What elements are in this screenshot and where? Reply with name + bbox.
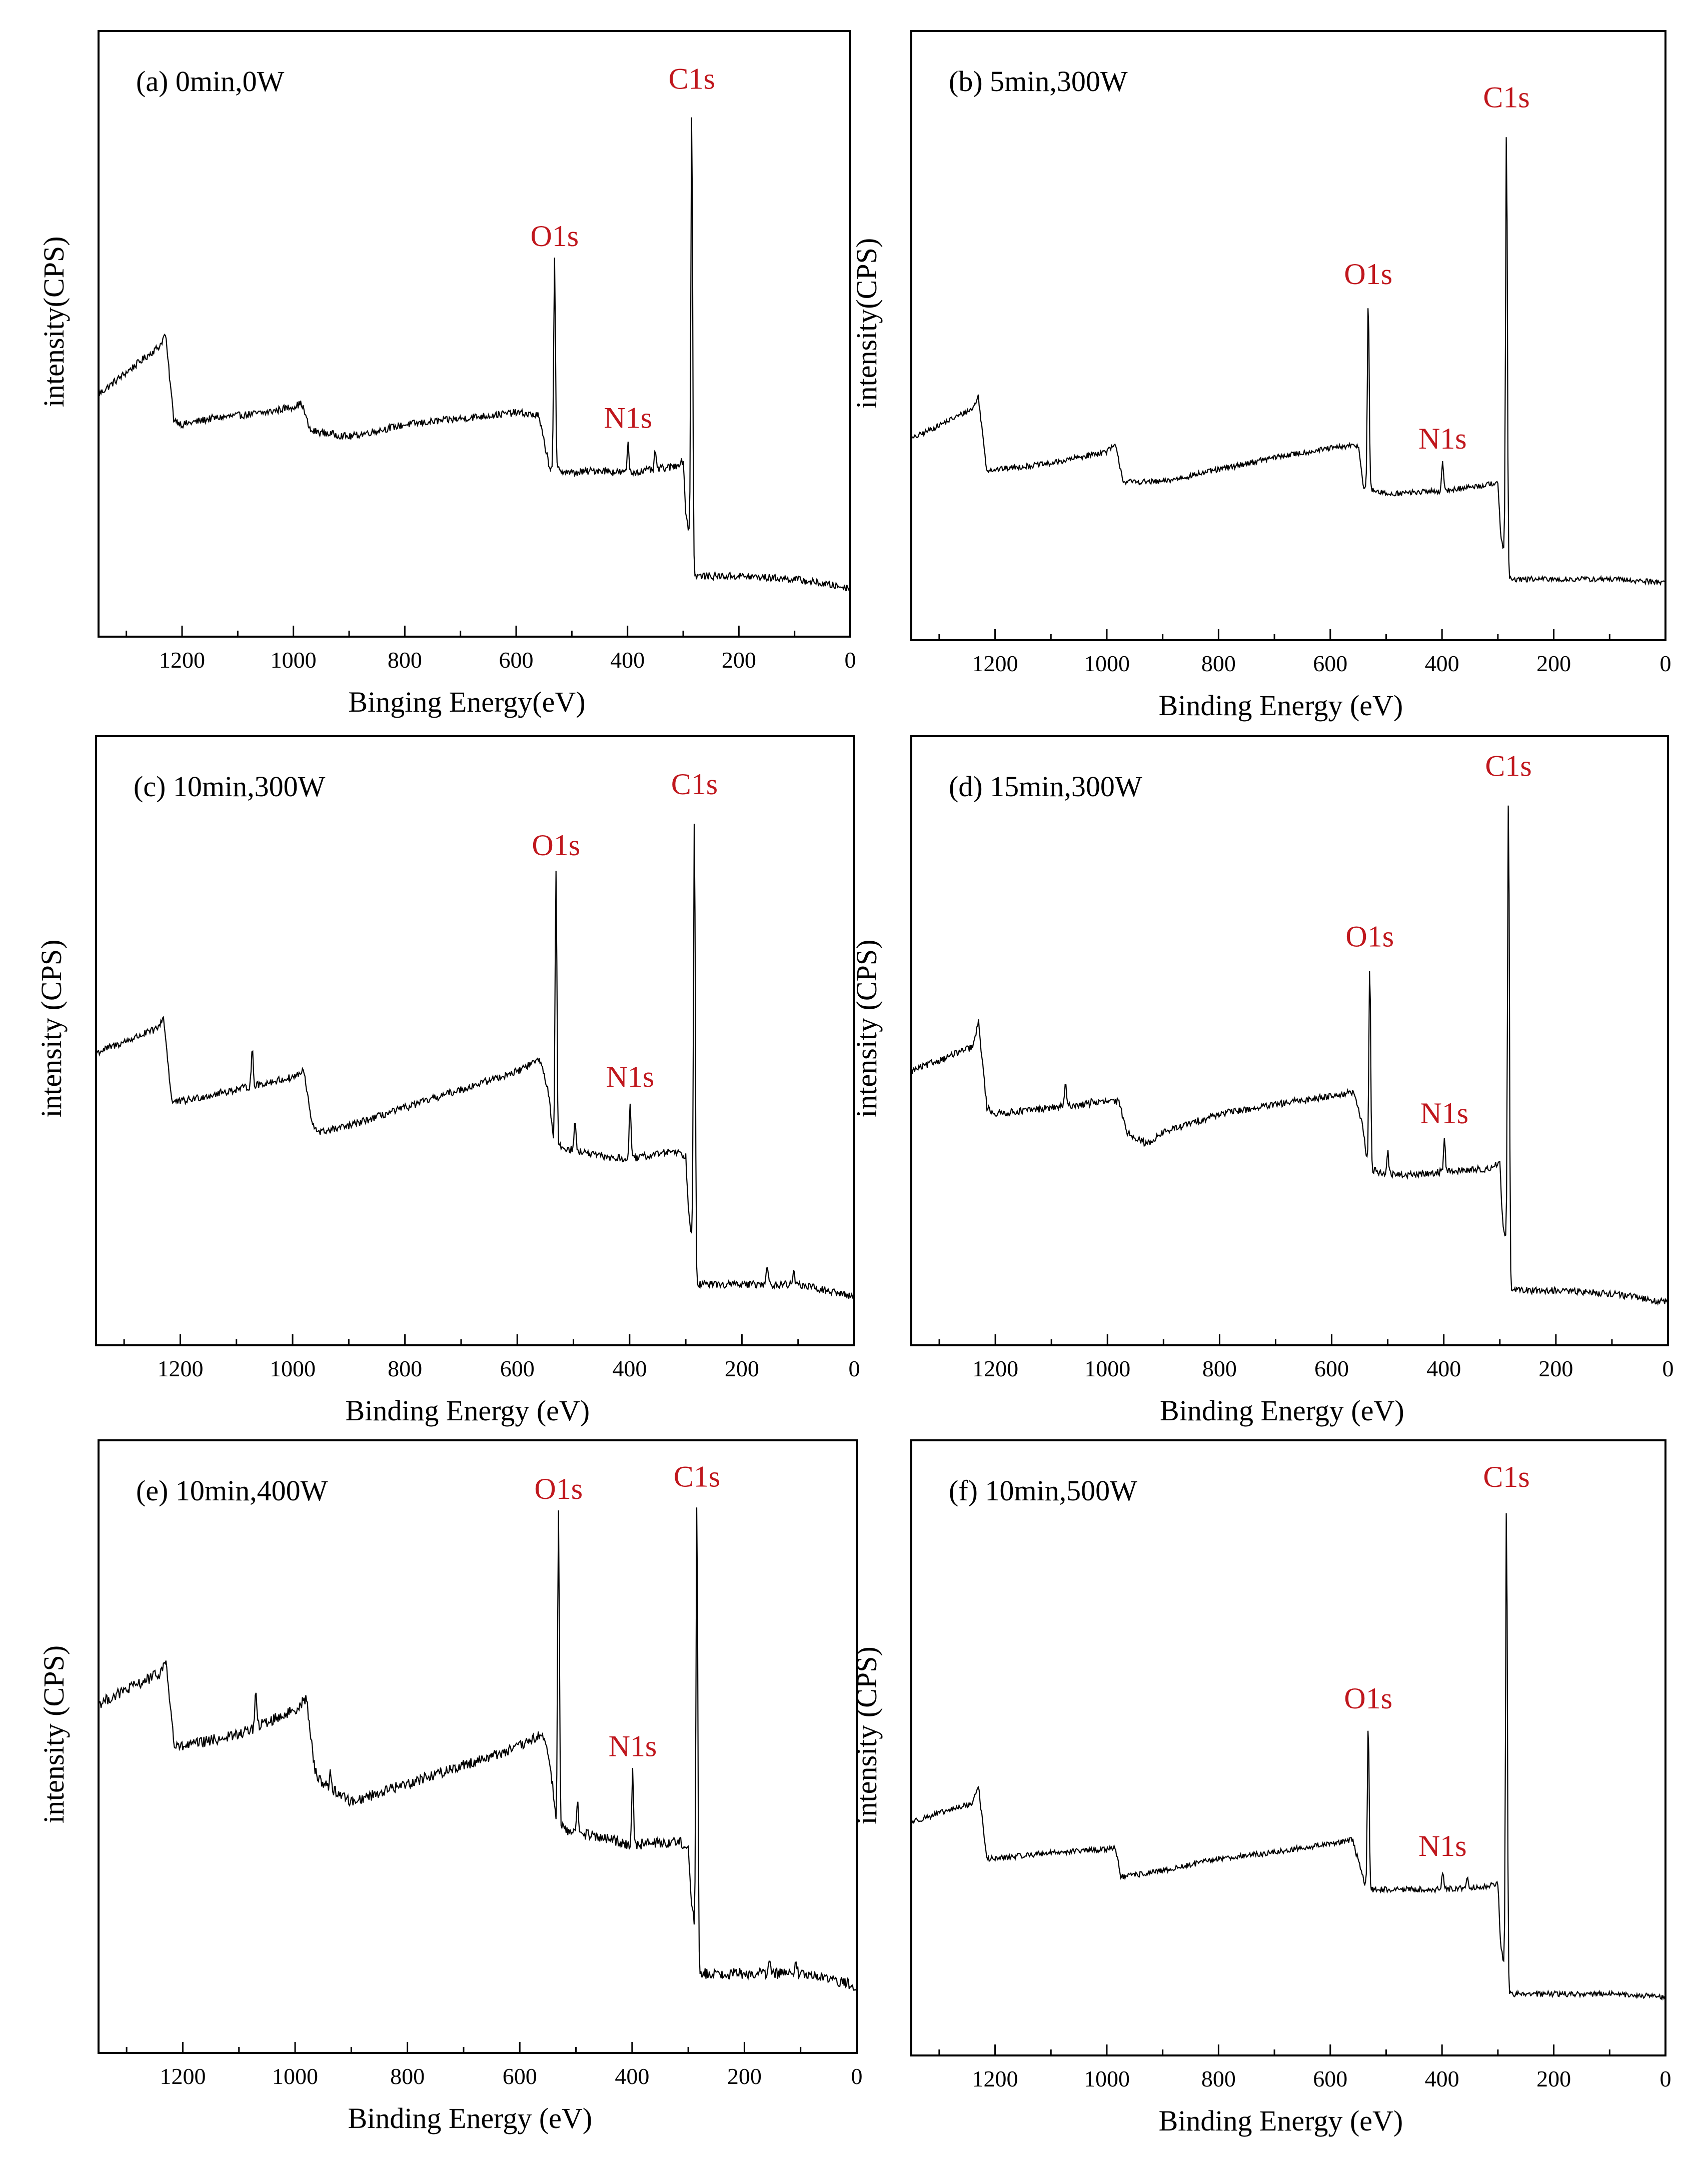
peak-label-c1s: C1s	[671, 768, 718, 801]
x-tick-label: 600	[1314, 1356, 1349, 1381]
spectrum-line	[98, 1507, 858, 1991]
x-tick-label: 400	[615, 2063, 649, 2089]
peak-label-n1s: N1s	[609, 1730, 657, 1763]
panel-label: (e) 10min,400W	[136, 1474, 328, 1507]
peak-label-n1s: N1s	[606, 1060, 655, 1093]
x-tick-label: 800	[1202, 1356, 1237, 1381]
peak-label-c1s: C1s	[674, 1460, 720, 1493]
spectrum-line	[96, 823, 855, 1299]
x-tick-label: 0	[1660, 651, 1671, 676]
x-axis-label: Binging Energy(eV)	[348, 686, 585, 718]
x-tick-label: 1200	[972, 651, 1018, 676]
x-tick-label: 0	[845, 647, 856, 673]
peak-label-c1s: C1s	[1485, 750, 1531, 783]
peak-label-o1s: O1s	[1345, 920, 1394, 953]
x-tick-label: 600	[499, 647, 534, 673]
x-axis-label: Binding Energy (eV)	[1160, 1394, 1404, 1427]
peak-label-o1s: O1s	[530, 220, 579, 253]
x-tick-label: 800	[390, 2063, 425, 2089]
spectrum-line	[98, 117, 851, 592]
peak-label-n1s: N1s	[604, 401, 652, 434]
plot-frame	[910, 30, 1666, 641]
panel-label: (b) 5min,300W	[949, 65, 1128, 98]
x-tick-label: 0	[1660, 2066, 1671, 2091]
x-tick-label: 200	[727, 2063, 762, 2089]
x-tick-label: 600	[503, 2063, 537, 2089]
plot-frame	[98, 1439, 858, 2054]
chart-panel-b: 1200 1000 800 600 400 200 0 O1s N1s C1s (b) 5min,3…	[850, 30, 1671, 722]
x-tick-label: 600	[1313, 2066, 1347, 2091]
panel-label: (d) 15min,300W	[949, 770, 1142, 803]
x-tick-label: 0	[849, 1356, 860, 1381]
x-tick-label: 400	[1425, 651, 1459, 676]
peak-label-n1s: N1s	[1420, 1097, 1468, 1130]
x-tick-label: 1000	[270, 1356, 316, 1381]
peak-label-o1s: O1s	[534, 1472, 583, 1505]
peak-label-o1s: O1s	[532, 829, 580, 862]
x-tick-label: 0	[1662, 1356, 1674, 1381]
x-tick-label: 200	[1536, 2066, 1571, 2091]
x-tick-label: 800	[388, 647, 422, 673]
plot-frame	[98, 30, 851, 638]
y-axis-label: intensity (CPS)	[38, 1645, 70, 1823]
x-tick-label: 200	[1538, 1356, 1573, 1381]
peak-label-o1s: O1s	[1344, 1682, 1392, 1715]
peak-label-n1s: N1s	[1418, 422, 1467, 455]
spectrum-line	[910, 137, 1666, 586]
peak-label-o1s: O1s	[1344, 258, 1392, 291]
peak-label-c1s: C1s	[668, 62, 715, 95]
panel-label: (c) 10min,300W	[134, 770, 326, 803]
chart-panel-d: 1200 1000 800 600 400 200 0 O1s N1s C1s (d) 15min,…	[850, 735, 1674, 1427]
x-tick-label: 1000	[271, 647, 317, 673]
x-tick-label: 1200	[972, 2066, 1018, 2091]
chart-panel-a: 1200 1000 800 600 400 200 0 O1s N1s C1s (a) 0min,0…	[38, 30, 856, 718]
x-tick-label: 200	[725, 1356, 759, 1381]
x-axis-label: Binding Energy (eV)	[346, 1394, 590, 1427]
panel-label: (a) 0min,0W	[136, 65, 285, 98]
x-tick-label: 400	[612, 1356, 647, 1381]
x-tick-label: 1000	[1084, 2066, 1130, 2091]
chart-panel-c: 1200 1000 800 600 400 200 0 O1s N1s C1s (c) 10min,…	[35, 735, 860, 1427]
peak-label-c1s: C1s	[1483, 81, 1529, 114]
x-tick-label: 200	[1536, 651, 1571, 676]
x-tick-label: 0	[851, 2063, 863, 2089]
x-axis-label: Binding Energy (eV)	[1159, 689, 1403, 722]
plot-frame	[910, 735, 1669, 1346]
x-tick-label: 600	[1313, 651, 1347, 676]
y-axis-label: intensity(CPS)	[38, 236, 70, 407]
x-tick-label: 1200	[972, 1356, 1018, 1381]
chart-panel-e: 1200 1000 800 600 400 200 0 O1s N1s C1s (e) 10min,…	[38, 1439, 863, 2134]
x-tick-label: 1000	[272, 2063, 318, 2089]
x-axis-label: Binding Energy (eV)	[1159, 2104, 1403, 2137]
y-axis-label: intensity (CPS)	[35, 940, 68, 1118]
y-axis-label: intensity (CPS)	[850, 1646, 883, 1824]
x-tick-label: 400	[1426, 1356, 1461, 1381]
spectrum-line	[910, 805, 1668, 1306]
x-tick-label: 1200	[159, 647, 205, 673]
x-axis-label: Binding Energy (eV)	[348, 2102, 593, 2134]
chart-panel-f: 1200 1000 800 600 400 200 0 O1s N1s C1s (f) 10min,…	[850, 1439, 1671, 2137]
x-tick-label: 600	[500, 1356, 535, 1381]
panel-label: (f) 10min,500W	[949, 1474, 1137, 1507]
spectrum-line	[911, 1513, 1666, 2001]
x-tick-label: 200	[722, 647, 756, 673]
x-tick-label: 800	[1201, 2066, 1236, 2091]
x-tick-label: 1200	[160, 2063, 206, 2089]
x-tick-label: 400	[1425, 2066, 1459, 2091]
plot-frame	[910, 1439, 1666, 2056]
x-tick-label: 800	[388, 1356, 422, 1381]
x-tick-label: 1000	[1084, 651, 1130, 676]
x-tick-label: 1000	[1084, 1356, 1130, 1381]
x-tick-label: 400	[610, 647, 645, 673]
y-axis-label: intensity (CPS)	[850, 940, 883, 1118]
x-tick-label: 800	[1201, 651, 1236, 676]
y-axis-label: intensity(CPS)	[850, 238, 883, 409]
peak-label-n1s: N1s	[1418, 1829, 1467, 1862]
x-tick-label: 1200	[157, 1356, 203, 1381]
peak-label-c1s: C1s	[1483, 1460, 1529, 1493]
plot-frame	[95, 735, 855, 1346]
